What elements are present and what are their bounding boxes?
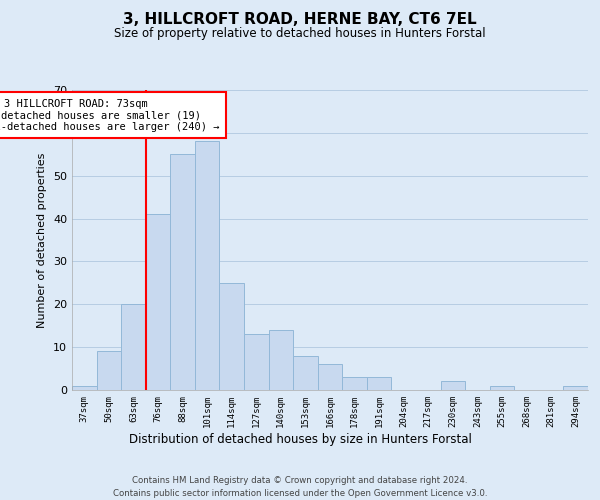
Bar xyxy=(440,382,465,390)
Bar xyxy=(170,154,195,390)
Bar xyxy=(318,364,342,390)
Text: Size of property relative to detached houses in Hunters Forstal: Size of property relative to detached ho… xyxy=(114,28,486,40)
Bar xyxy=(563,386,588,390)
Bar xyxy=(195,142,220,390)
Bar xyxy=(342,377,367,390)
Bar xyxy=(244,334,269,390)
Text: Contains HM Land Registry data © Crown copyright and database right 2024.: Contains HM Land Registry data © Crown c… xyxy=(132,476,468,485)
Bar xyxy=(146,214,170,390)
Bar xyxy=(220,283,244,390)
Bar xyxy=(97,352,121,390)
Bar xyxy=(293,356,318,390)
Text: Distribution of detached houses by size in Hunters Forstal: Distribution of detached houses by size … xyxy=(128,432,472,446)
Text: 3, HILLCROFT ROAD, HERNE BAY, CT6 7EL: 3, HILLCROFT ROAD, HERNE BAY, CT6 7EL xyxy=(123,12,477,28)
Text: 3 HILLCROFT ROAD: 73sqm
← 7% of detached houses are smaller (19)
92% of semi-det: 3 HILLCROFT ROAD: 73sqm ← 7% of detached… xyxy=(0,98,220,132)
Y-axis label: Number of detached properties: Number of detached properties xyxy=(37,152,47,328)
Bar xyxy=(269,330,293,390)
Bar xyxy=(367,377,391,390)
Bar xyxy=(72,386,97,390)
Bar xyxy=(490,386,514,390)
Bar xyxy=(121,304,146,390)
Text: Contains public sector information licensed under the Open Government Licence v3: Contains public sector information licen… xyxy=(113,489,487,498)
